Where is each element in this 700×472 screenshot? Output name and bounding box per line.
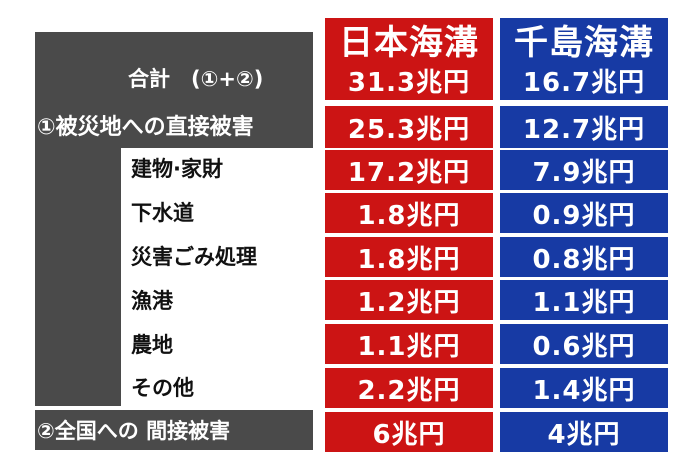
row-waste-kuril: 0.8兆円 xyxy=(500,237,668,277)
row-direct-label: ①被災地への直接被害 xyxy=(35,102,313,148)
row-fishing-port-japan-value: 1.2兆円 xyxy=(357,287,461,318)
row-total-kuril: 16.7兆円 xyxy=(500,60,668,100)
row-other-kuril: 1.4兆円 xyxy=(500,368,668,408)
row-total-label: 合計 (①+②) xyxy=(35,54,313,102)
row-sewer-label: 下水道 xyxy=(121,192,313,232)
row-sewer-japan: 1.8兆円 xyxy=(325,193,493,233)
row-direct-japan: 25.3兆円 xyxy=(325,106,493,148)
row-indirect-japan: 6兆円 xyxy=(325,412,493,452)
header-kuril-trench: 千島海溝 xyxy=(500,18,668,63)
row-buildings-text: 建物·家財 xyxy=(131,157,223,181)
row-total-text: 合計 (①+②) xyxy=(128,67,264,91)
row-indirect-kuril: 4兆円 xyxy=(500,412,668,452)
row-buildings-kuril: 7.9兆円 xyxy=(500,150,668,190)
row-total-japan-value: 31.3兆円 xyxy=(347,67,471,98)
row-fishing-port-label: 漁港 xyxy=(121,280,313,320)
header-kuril-trench-label: 千島海溝 xyxy=(514,22,654,63)
row-indirect-label: ②全国への 間接被害 xyxy=(35,410,313,450)
row-farmland-kuril-value: 0.6兆円 xyxy=(532,331,636,362)
header-japan-trench: 日本海溝 xyxy=(325,18,493,63)
row-buildings-japan-value: 17.2兆円 xyxy=(347,157,471,188)
row-sewer-kuril-value: 0.9兆円 xyxy=(532,200,636,231)
row-waste-kuril-value: 0.8兆円 xyxy=(532,244,636,275)
row-fishing-port-text: 漁港 xyxy=(131,289,173,313)
row-farmland-label: 農地 xyxy=(121,324,313,364)
row-direct-text: ①被災地への直接被害 xyxy=(37,115,254,140)
header-spacer xyxy=(35,32,313,54)
row-other-kuril-value: 1.4兆円 xyxy=(532,375,636,406)
row-fishing-port-kuril-value: 1.1兆円 xyxy=(532,287,636,318)
row-sewer-kuril: 0.9兆円 xyxy=(500,193,668,233)
row-other-japan: 2.2兆円 xyxy=(325,368,493,408)
subitems-band xyxy=(35,148,121,406)
row-fishing-port-kuril: 1.1兆円 xyxy=(500,280,668,320)
row-buildings-kuril-value: 7.9兆円 xyxy=(532,157,636,188)
row-other-text: その他 xyxy=(131,376,194,400)
row-buildings-japan: 17.2兆円 xyxy=(325,150,493,190)
row-indirect-kuril-value: 4兆円 xyxy=(547,419,621,450)
row-buildings-label: 建物·家財 xyxy=(121,148,313,188)
row-direct-kuril: 12.7兆円 xyxy=(500,106,668,148)
row-indirect-japan-value: 6兆円 xyxy=(372,419,446,450)
row-waste-japan-value: 1.8兆円 xyxy=(357,244,461,275)
row-sewer-text: 下水道 xyxy=(131,201,194,225)
row-farmland-kuril: 0.6兆円 xyxy=(500,324,668,364)
row-sewer-japan-value: 1.8兆円 xyxy=(357,200,461,231)
row-other-label: その他 xyxy=(121,368,313,406)
row-farmland-japan: 1.1兆円 xyxy=(325,324,493,364)
row-direct-kuril-value: 12.7兆円 xyxy=(522,114,646,145)
row-total-kuril-value: 16.7兆円 xyxy=(522,67,646,98)
row-other-japan-value: 2.2兆円 xyxy=(357,375,461,406)
row-waste-label: 災害ごみ処理 xyxy=(121,236,313,276)
header-japan-trench-label: 日本海溝 xyxy=(339,22,479,63)
row-fishing-port-japan: 1.2兆円 xyxy=(325,280,493,320)
row-waste-text: 災害ごみ処理 xyxy=(131,245,257,269)
row-indirect-text: ②全国への 間接被害 xyxy=(37,419,231,443)
row-farmland-text: 農地 xyxy=(131,333,173,357)
row-farmland-japan-value: 1.1兆円 xyxy=(357,331,461,362)
row-waste-japan: 1.8兆円 xyxy=(325,237,493,277)
row-total-japan: 31.3兆円 xyxy=(325,60,493,100)
row-direct-japan-value: 25.3兆円 xyxy=(347,114,471,145)
